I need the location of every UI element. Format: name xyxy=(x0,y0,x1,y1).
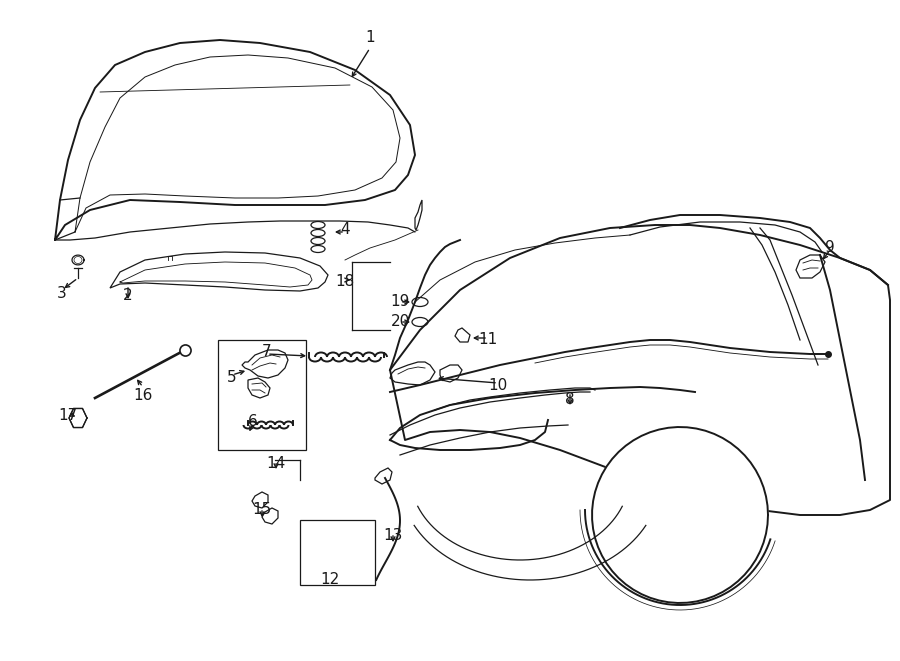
Text: 12: 12 xyxy=(320,572,339,588)
Ellipse shape xyxy=(311,229,325,237)
Text: 8: 8 xyxy=(565,393,575,407)
Ellipse shape xyxy=(412,317,428,327)
Polygon shape xyxy=(375,468,392,484)
Text: 19: 19 xyxy=(391,295,410,309)
Polygon shape xyxy=(110,252,328,291)
Polygon shape xyxy=(390,362,435,385)
Text: 16: 16 xyxy=(133,387,153,403)
Text: 6: 6 xyxy=(248,414,258,430)
Text: 4: 4 xyxy=(340,223,350,237)
Text: 18: 18 xyxy=(336,274,355,290)
Text: 5: 5 xyxy=(227,371,237,385)
Text: 9: 9 xyxy=(825,241,835,256)
Polygon shape xyxy=(248,378,270,398)
Text: 7: 7 xyxy=(262,344,272,360)
Polygon shape xyxy=(74,256,82,264)
Ellipse shape xyxy=(311,245,325,253)
Ellipse shape xyxy=(311,221,325,229)
Text: 10: 10 xyxy=(489,377,508,393)
Polygon shape xyxy=(440,365,462,382)
Text: 2: 2 xyxy=(123,288,133,303)
Polygon shape xyxy=(262,508,278,524)
Text: 14: 14 xyxy=(266,455,285,471)
Text: 11: 11 xyxy=(479,332,498,348)
Text: 3: 3 xyxy=(57,286,67,301)
Polygon shape xyxy=(242,350,288,378)
Polygon shape xyxy=(69,408,87,428)
Ellipse shape xyxy=(311,237,325,245)
Polygon shape xyxy=(415,200,422,230)
Ellipse shape xyxy=(412,297,428,307)
Text: 15: 15 xyxy=(252,502,272,518)
Text: 1: 1 xyxy=(365,30,374,46)
Polygon shape xyxy=(796,255,825,278)
Polygon shape xyxy=(592,427,768,603)
Text: 13: 13 xyxy=(383,527,402,543)
Polygon shape xyxy=(252,492,268,508)
Text: 20: 20 xyxy=(391,315,410,329)
Text: 17: 17 xyxy=(58,407,77,422)
Polygon shape xyxy=(455,328,470,342)
